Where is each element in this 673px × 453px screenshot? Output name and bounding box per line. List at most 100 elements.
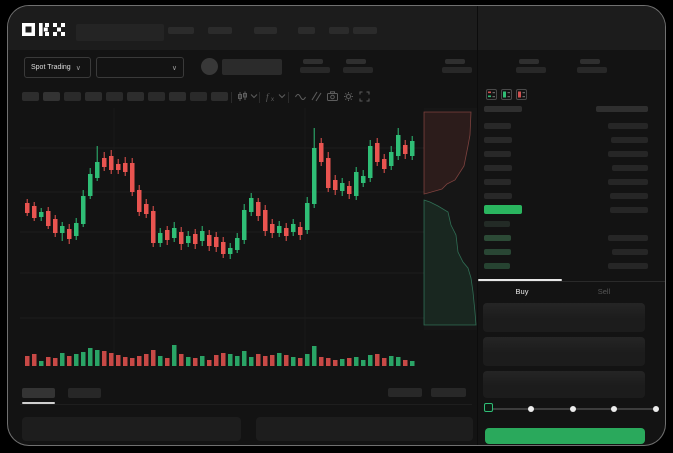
interval-button[interactable]: [43, 92, 60, 101]
chevron-down-icon: ∨: [75, 64, 81, 72]
slider-stop[interactable]: [527, 406, 534, 412]
account-placeholder[interactable]: [222, 59, 282, 75]
ask-price[interactable]: [484, 137, 512, 143]
volume-bar: [74, 354, 79, 366]
nav-item[interactable]: [329, 27, 349, 34]
interval-button[interactable]: [169, 92, 186, 101]
ask-price[interactable]: [484, 123, 511, 129]
candle-body: [74, 223, 79, 236]
candle-body: [368, 146, 373, 178]
bid-price[interactable]: [484, 235, 511, 241]
bid-amount: [608, 235, 648, 241]
volume-bar: [368, 355, 373, 366]
candle-body: [193, 234, 198, 244]
volume-bar: [382, 358, 387, 366]
stat-value: [343, 67, 373, 73]
candle-body: [137, 190, 142, 212]
nav-item[interactable]: [353, 27, 377, 34]
orderbook-asks-icon[interactable]: [516, 87, 527, 100]
bid-amount: [612, 249, 648, 255]
volume-bar: [67, 356, 72, 366]
nav-item[interactable]: [168, 27, 194, 34]
candle-body: [151, 211, 156, 243]
pair-selector[interactable]: ∨: [96, 57, 184, 78]
draw-tools-icon[interactable]: [310, 90, 322, 102]
volume-bar: [312, 346, 317, 366]
orderbook-all-icon[interactable]: [486, 87, 497, 100]
ask-price[interactable]: [484, 165, 512, 171]
interval-button[interactable]: [211, 92, 228, 101]
bid-price[interactable]: [484, 221, 510, 227]
volume-bar: [375, 354, 380, 366]
volume-bar: [60, 353, 65, 366]
bottom-tab[interactable]: [68, 388, 101, 398]
volume-bar: [207, 360, 212, 366]
chevron-down-icon[interactable]: [276, 90, 288, 102]
nav-item[interactable]: [208, 27, 232, 34]
stat-value: [300, 67, 330, 73]
volume-bar: [109, 353, 114, 366]
amount-slider-handle[interactable]: [484, 403, 493, 412]
candle-body: [214, 237, 219, 247]
interval-button[interactable]: [190, 92, 207, 101]
bid-price[interactable]: [484, 249, 511, 255]
candle-body: [305, 203, 310, 230]
okx-logo[interactable]: [22, 23, 68, 42]
ask-price[interactable]: [484, 151, 511, 157]
interval-button[interactable]: [64, 92, 81, 101]
line-chart-icon[interactable]: [294, 90, 306, 102]
order-total-field[interactable]: [483, 371, 645, 398]
interval-button[interactable]: [22, 92, 39, 101]
tab-buy[interactable]: Buy: [515, 287, 529, 296]
ask-amount: [608, 151, 648, 157]
candle-body: [67, 229, 72, 239]
bid-price[interactable]: [484, 263, 510, 269]
candle-body: [158, 233, 163, 243]
bottom-control[interactable]: [388, 388, 422, 397]
candlestick-icon[interactable]: [236, 90, 248, 102]
nav-item[interactable]: [254, 27, 277, 34]
panel-divider: [477, 6, 478, 445]
pair-avatar[interactable]: [201, 58, 218, 75]
interval-button[interactable]: [106, 92, 123, 101]
chevron-down-icon[interactable]: [248, 90, 260, 102]
ask-price[interactable]: [484, 179, 511, 185]
ask-price[interactable]: [484, 193, 512, 199]
candle-body: [81, 196, 86, 224]
submit-buy-button[interactable]: [485, 428, 645, 444]
slider-stop[interactable]: [611, 406, 618, 412]
volume-bar: [396, 357, 401, 366]
slider-stop[interactable]: [653, 406, 659, 412]
volume-bar: [172, 345, 177, 366]
bottom-tab-active[interactable]: [22, 388, 55, 398]
order-price-field[interactable]: [483, 303, 645, 332]
candle-body: [361, 176, 366, 183]
toolbar-separator: [259, 92, 260, 103]
candle-body: [312, 148, 317, 204]
tab-sell[interactable]: Sell: [597, 287, 611, 296]
interval-button[interactable]: [127, 92, 144, 101]
camera-icon[interactable]: [326, 90, 338, 102]
volume-bar: [102, 351, 107, 366]
settings-gear-icon[interactable]: [342, 90, 354, 102]
orderbook-bids-icon[interactable]: [501, 87, 512, 100]
bottom-control[interactable]: [431, 388, 466, 397]
candle-body: [242, 210, 247, 240]
order-amount-field[interactable]: [483, 337, 645, 366]
interval-button[interactable]: [85, 92, 102, 101]
slider-stop[interactable]: [569, 406, 576, 412]
volume-bar: [95, 350, 100, 366]
fullscreen-icon[interactable]: [358, 90, 370, 102]
nav-item[interactable]: [298, 27, 315, 34]
volume-bar: [186, 357, 191, 366]
candle-body: [165, 230, 170, 240]
volume-bar: [326, 358, 331, 366]
volume-bar: [284, 355, 289, 366]
volume-bar: [32, 354, 37, 366]
market-type-selector[interactable]: Spot Trading ∨: [24, 57, 91, 78]
volume-bar: [403, 360, 408, 366]
stat-label: [580, 59, 600, 64]
interval-button[interactable]: [148, 92, 165, 101]
